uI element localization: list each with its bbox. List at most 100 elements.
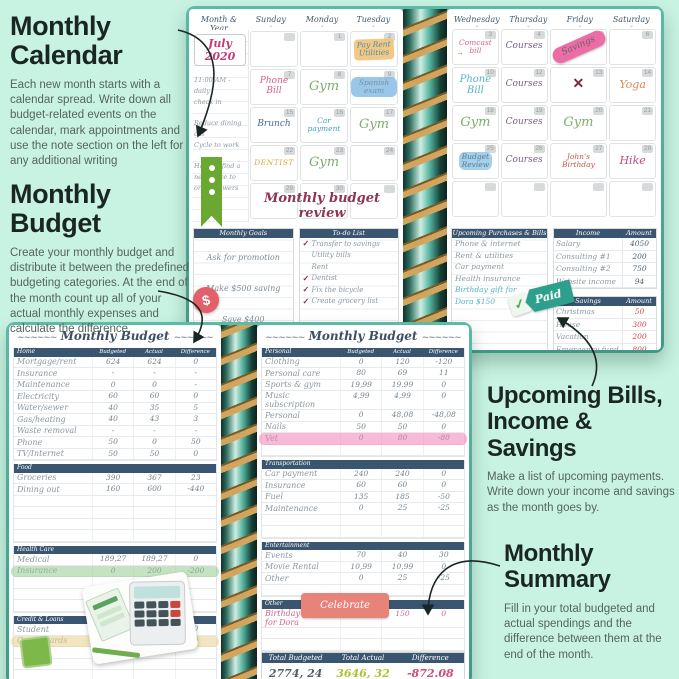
green-arrow-icon: →	[456, 48, 464, 57]
calendar-cell: 30	[300, 183, 348, 219]
budget-row-value: 60	[133, 391, 174, 402]
date-badge: 26	[533, 145, 545, 153]
calendar-left-header-row: Month & Year Sunday Monday Tuesday	[193, 13, 399, 33]
budget-row: Electricity 60 60 0	[14, 391, 216, 403]
calendar-planner: Month & Year Sunday Monday Tuesday July …	[186, 6, 664, 353]
calendar-event: Yoga	[619, 77, 646, 91]
calendar-grid-left: 1 2 Pay Rent Utilities 7 Phone Bill 8 Gym 9 Span…	[249, 30, 399, 222]
side-table-amount: 300	[622, 318, 656, 330]
budget-row: TV/Internet 50 50 0	[14, 448, 216, 460]
calendar-event: Pay Rent Utilities	[353, 38, 395, 60]
date-badge	[284, 33, 295, 41]
totals-values: 2774, 24 3646, 32 -872.08	[262, 662, 464, 679]
upcoming-item: Car payment	[455, 262, 505, 271]
budget-row-label: Water/sewer	[17, 403, 69, 413]
budget-row: Maintenance 0 25 -25	[262, 503, 464, 515]
total-budgeted-header: Total Budgeted	[268, 653, 323, 662]
budget-row-value: 189,27	[133, 554, 174, 565]
upcoming-list: Phone & internet Rent & utilities Car paym…	[452, 238, 547, 307]
budget-row-value: 0	[174, 554, 216, 565]
budget-row-value: 367	[133, 472, 174, 483]
date-badge: 9	[384, 71, 395, 79]
budget-row-value: 70	[340, 550, 381, 561]
budget-row-value: 3	[174, 414, 216, 425]
budget-column-header	[381, 542, 422, 551]
calendar-cell: 17 Gym	[350, 107, 398, 143]
budget-row-value: 185	[381, 491, 422, 502]
budget-row: Car payment 240 240 0	[262, 468, 464, 480]
budget-row: Insurance 60 60 0	[262, 480, 464, 492]
flourish-left: ~~~~~~	[265, 333, 305, 343]
savings-amount-label: Amount	[626, 297, 652, 305]
calendar-cell: 29	[250, 183, 298, 219]
calendar-cell: 20 Gym	[549, 105, 608, 141]
budget-row: Music subscription 4,99 4,99 0	[262, 391, 464, 410]
budget-right-page: ~~~~~~ Monthly Budget ~~~~~~ Personal Bud…	[257, 325, 469, 679]
calendar-right-header-row: Wednesday Thursday Friday Saturday	[451, 13, 657, 28]
budget-row: Events 70 40 30	[262, 550, 464, 562]
spiral-binding-bottom	[221, 325, 257, 679]
budget-row-label: Medical	[17, 554, 50, 564]
budget-section-header: Health Care	[14, 545, 216, 555]
budget-row-value: 390	[92, 472, 133, 483]
budget-row: Gas/heating 40 43 3	[14, 414, 216, 426]
totals-summary: Total Budgeted Total Actual Difference 2…	[261, 651, 465, 679]
side-table-label: Website income	[556, 276, 616, 286]
budget-row-value: 200	[133, 565, 174, 576]
calendar-cell: 8 Gym	[300, 69, 348, 105]
budget-column-header	[92, 546, 133, 555]
todo-item: ✓ Transfer to savings	[300, 238, 399, 250]
date-badge	[533, 183, 545, 191]
annotation-monthly-calendar: Monthly Calendar Each new month starts w…	[10, 12, 192, 169]
budget-column-header	[133, 464, 174, 473]
side-table-row: Consulting #1 200	[554, 250, 656, 263]
budget-row: Dining out 160 600 -440	[14, 484, 216, 496]
budget-row-value: -48,08	[422, 410, 464, 421]
budget-row-value: 25	[381, 503, 422, 514]
green-tab-sticker	[19, 635, 53, 669]
total-difference-header: Difference	[411, 653, 449, 662]
calculator-screen	[133, 585, 181, 599]
calendar-event: Car payment	[307, 115, 341, 133]
budget-section: Entertainment Events 70 40 30 Movie Rental 10,…	[261, 541, 465, 597]
budget-row: Waste removal - - -	[14, 425, 216, 437]
budget-row: Nails 50 50 0	[262, 421, 464, 433]
income-table-header: Income Amount	[554, 229, 656, 238]
budget-row-label: Personal	[265, 410, 300, 420]
budget-section-name: Health Care	[17, 545, 55, 553]
budget-column-header	[381, 460, 422, 469]
budget-row-label: Mortgage/rent	[17, 357, 77, 367]
calendar-cell: 2 Pay Rent Utilities	[350, 31, 398, 67]
budget-row-value: -	[133, 425, 174, 436]
total-actual-header: Total Actual	[341, 653, 385, 662]
savings-rows: Christmas 50 House 300 Vacation 200 Emergency …	[554, 306, 656, 350]
budget-row-value: 35	[133, 402, 174, 413]
date-badge: 27	[593, 145, 605, 153]
calendar-cell	[500, 181, 548, 217]
budget-row-label: Insurance	[17, 368, 58, 378]
goal-item: Make $500 saving	[206, 284, 281, 293]
budget-row-value: 43	[133, 414, 174, 425]
calendar-cell	[350, 183, 398, 219]
budget-row-label: Insurance	[265, 480, 306, 490]
budget-row-value: 0	[174, 356, 216, 367]
budget-row-label: Nails	[265, 422, 286, 432]
calendar-event: Gym	[358, 116, 390, 132]
budget-row: Insurance 0 200 -200	[11, 565, 219, 577]
calculator-sticker	[81, 571, 199, 665]
bookmark-ribbon	[201, 157, 222, 227]
side-table-label: Vacation	[556, 332, 589, 341]
calendar-cell: 4 Courses	[500, 29, 548, 65]
calendar-cell: 3 → Comcast bill	[452, 29, 499, 65]
goal-item: Save $400	[222, 315, 265, 324]
goals-list: Ask for promotion Make $500 saving Save $4…	[194, 238, 293, 345]
budget-row: Clothing 0 120 -120	[262, 356, 464, 368]
budget-row-value: 0	[422, 421, 464, 432]
calendar-event: Gym	[563, 114, 594, 130]
celebrate-sticker: Celebrate	[301, 593, 389, 618]
annotation-body: Make a list of upcoming payments. Write …	[487, 471, 675, 514]
day-header-sunday: Sunday	[245, 13, 296, 37]
date-badge: 17	[384, 109, 395, 117]
budget-row-label: Clothing	[265, 357, 300, 367]
